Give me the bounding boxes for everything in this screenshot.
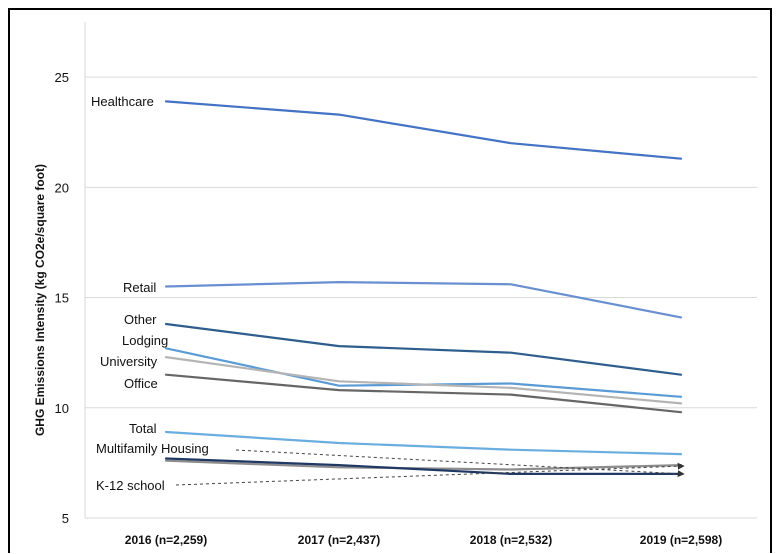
y-tick-label: 25 <box>55 70 69 85</box>
series-line-retail <box>164 281 683 319</box>
y-tick-label: 10 <box>55 401 69 416</box>
y-tick-label: 5 <box>62 511 69 526</box>
y-tick-label: 15 <box>55 291 69 306</box>
gridlines <box>84 22 757 519</box>
x-tick-label: 2017 (n=2,437) <box>298 533 380 547</box>
series-line-total <box>164 430 683 456</box>
series-lines <box>164 100 683 475</box>
x-tick-label: 2019 (n=2,598) <box>640 533 722 547</box>
series-line-lodging <box>164 347 683 398</box>
series-label-k-12-school: K-12 school <box>96 478 165 493</box>
series-label-office: Office <box>124 376 158 391</box>
y-axis-label: GHG Emissions Intensity (kg CO2e/square … <box>33 164 47 436</box>
series-label-retail: Retail <box>123 280 156 295</box>
series-labels: Healthcare Retail Other Lodging University Of… <box>91 94 209 493</box>
leader-lines <box>175 449 685 486</box>
leader-multifamily-housing <box>235 449 685 478</box>
series-line-healthcare <box>164 100 683 160</box>
x-tick-label: 2018 (n=2,532) <box>470 533 552 547</box>
series-label-lodging: Lodging <box>122 333 168 348</box>
series-label-total: Total <box>129 421 157 436</box>
series-label-healthcare: Healthcare <box>91 94 154 109</box>
y-axis-ticks: 5 10 15 20 25 <box>55 70 69 526</box>
x-axis-ticks: 2016 (n=2,259) 2017 (n=2,437) 2018 (n=2,53… <box>125 533 722 547</box>
leader-k-12-school <box>175 462 685 486</box>
x-tick-label: 2016 (n=2,259) <box>125 533 207 547</box>
series-label-other: Other <box>124 312 157 327</box>
series-line-other <box>164 322 683 376</box>
series-label-university: University <box>100 354 158 369</box>
series-line-office <box>164 373 683 414</box>
chart-frame <box>8 8 772 553</box>
series-line-university <box>164 356 683 405</box>
y-tick-label: 20 <box>55 180 69 195</box>
series-label-multifamily-housing: Multifamily Housing <box>96 441 209 456</box>
series-line-k-12-school <box>164 457 683 475</box>
